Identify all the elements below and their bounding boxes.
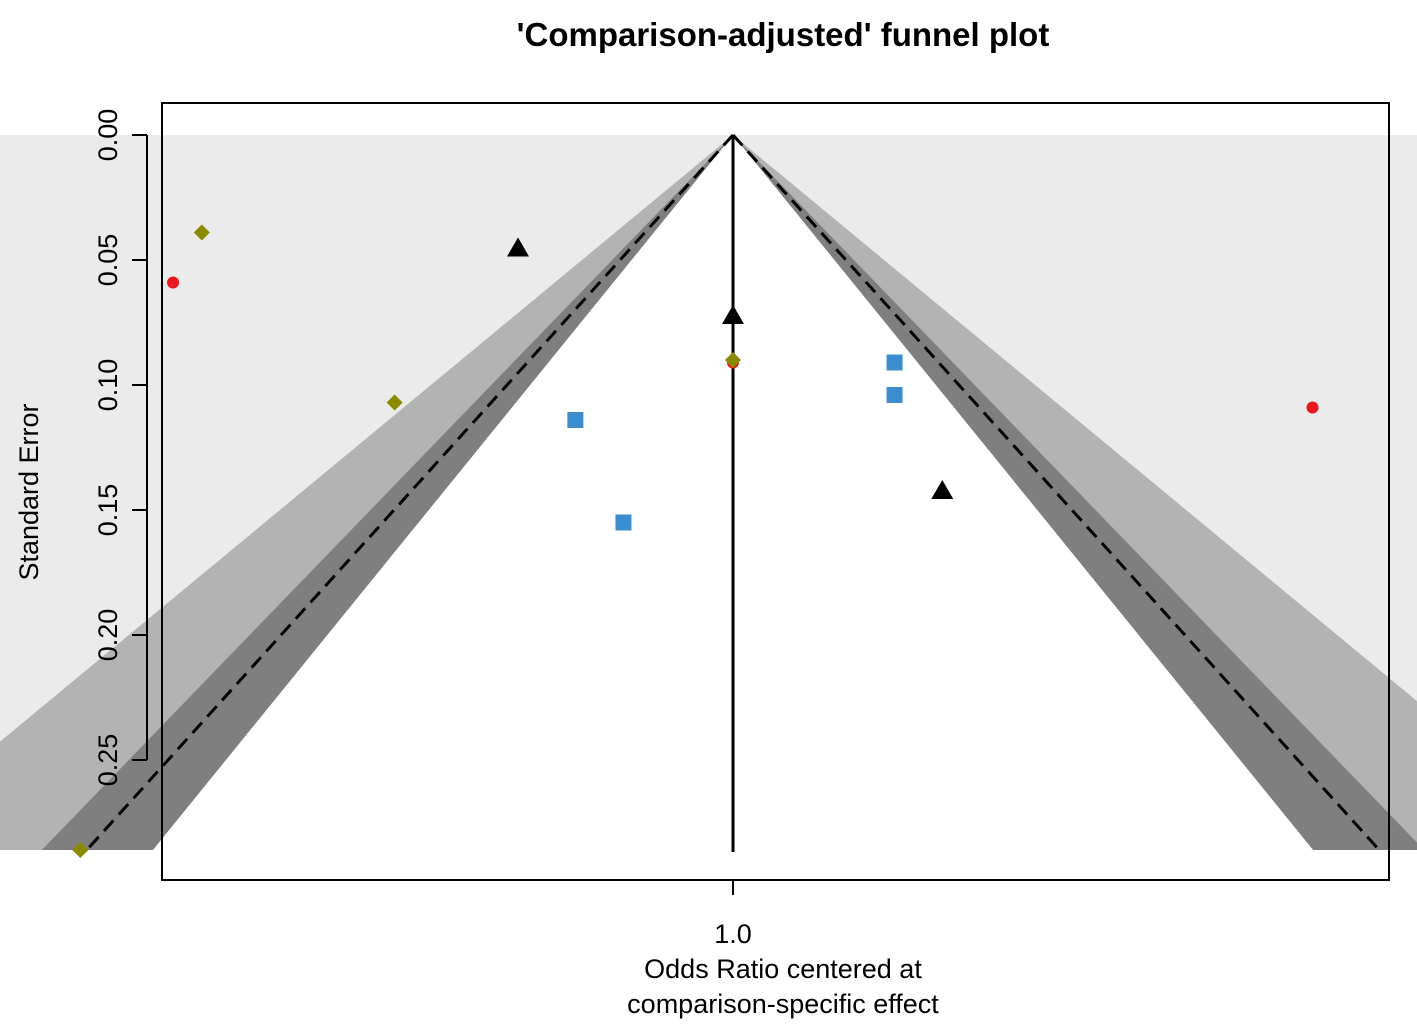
y-tick-label-4: 0.15	[93, 484, 123, 537]
y-axis: 0.00 0.05 0.10 0.15 0.20 0.25	[93, 109, 148, 787]
y-tick-label-5: 0.20	[93, 609, 123, 662]
data-point-triangle-2	[722, 305, 744, 324]
data-point-circle-1	[167, 276, 180, 289]
data-point-diamond-3	[725, 352, 741, 368]
y-axis-label: Standard Error	[14, 403, 44, 580]
data-point-diamond-1	[193, 224, 210, 241]
y-tick-label-2: 0.05	[93, 234, 123, 287]
data-point-diamond-2	[386, 394, 403, 411]
x-axis: 0.51.02.0	[714, 880, 752, 949]
chart-title: 'Comparison-adjusted' funnel plot	[517, 16, 1050, 53]
funnel-dashed-line-left	[85, 133, 735, 852]
data-point-triangle-1	[507, 237, 530, 257]
x-axis-label-line-2: comparison-specific effect	[627, 989, 939, 1019]
data-point-diamond-5	[72, 842, 89, 858]
data-point-square-5	[615, 514, 632, 531]
funnel-dashed-line-right	[731, 133, 1381, 852]
x-tick-label-2: 1.0	[714, 919, 752, 949]
data-point-circle-3	[1306, 401, 1319, 414]
data-point-square-3	[886, 387, 903, 403]
plot-frame	[161, 102, 1390, 881]
data-point-square-2	[886, 354, 903, 371]
x-axis-label-line-1: Odds Ratio centered at	[644, 954, 922, 984]
plot-area	[0, 133, 1417, 858]
data-point-square-4	[567, 412, 584, 428]
y-tick-label-6: 0.25	[93, 734, 123, 787]
y-tick-label-3: 0.10	[93, 359, 123, 412]
y-tick-label-1: 0.00	[93, 109, 123, 162]
data-point-triangle-3	[931, 480, 954, 499]
